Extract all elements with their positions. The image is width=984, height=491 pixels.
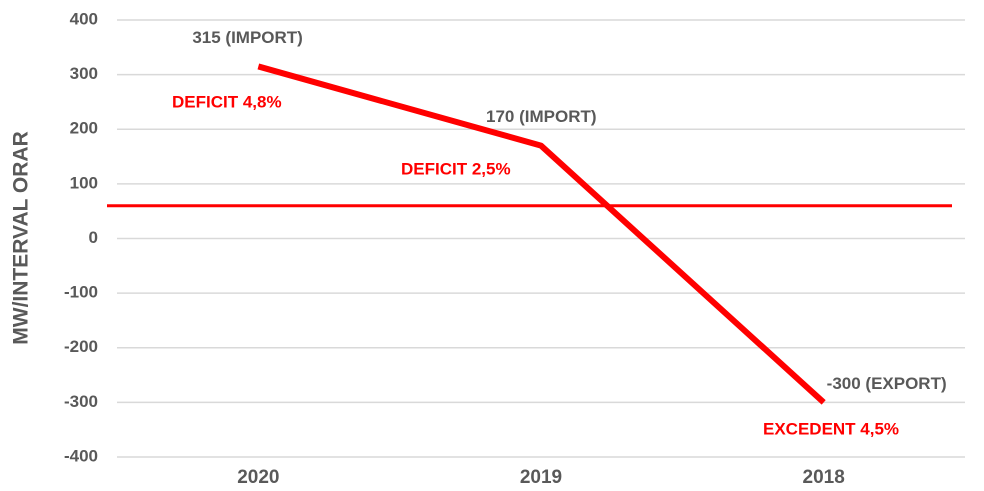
y-tick-label: 300	[70, 64, 98, 83]
data-line	[257, 63, 826, 405]
y-tick-label: 400	[70, 9, 98, 28]
y-tick-label: 0	[89, 228, 98, 247]
annotation: DEFICIT 4,8%	[172, 92, 282, 111]
x-tick-label: 2018	[803, 467, 845, 488]
annotation: DEFICIT 2,5%	[401, 159, 511, 178]
y-tick-label: -200	[64, 337, 98, 356]
y-tick-label: 100	[70, 173, 98, 192]
y-tick-label: 200	[70, 119, 98, 138]
data-label: 315 (IMPORT)	[192, 28, 303, 47]
y-tick-label: -400	[64, 446, 98, 465]
x-tick-label: 2020	[237, 467, 279, 488]
data-label: -300 (EXPORT)	[827, 374, 947, 393]
y-tick-label: -300	[64, 392, 98, 411]
y-tick-label: -100	[64, 283, 98, 302]
y-axis-label: MW/INTERVAL ORAR	[10, 131, 33, 345]
x-tick-label: 2019	[520, 467, 562, 488]
annotation: EXCEDENT 4,5%	[763, 419, 899, 438]
data-label: 170 (IMPORT)	[486, 107, 597, 126]
